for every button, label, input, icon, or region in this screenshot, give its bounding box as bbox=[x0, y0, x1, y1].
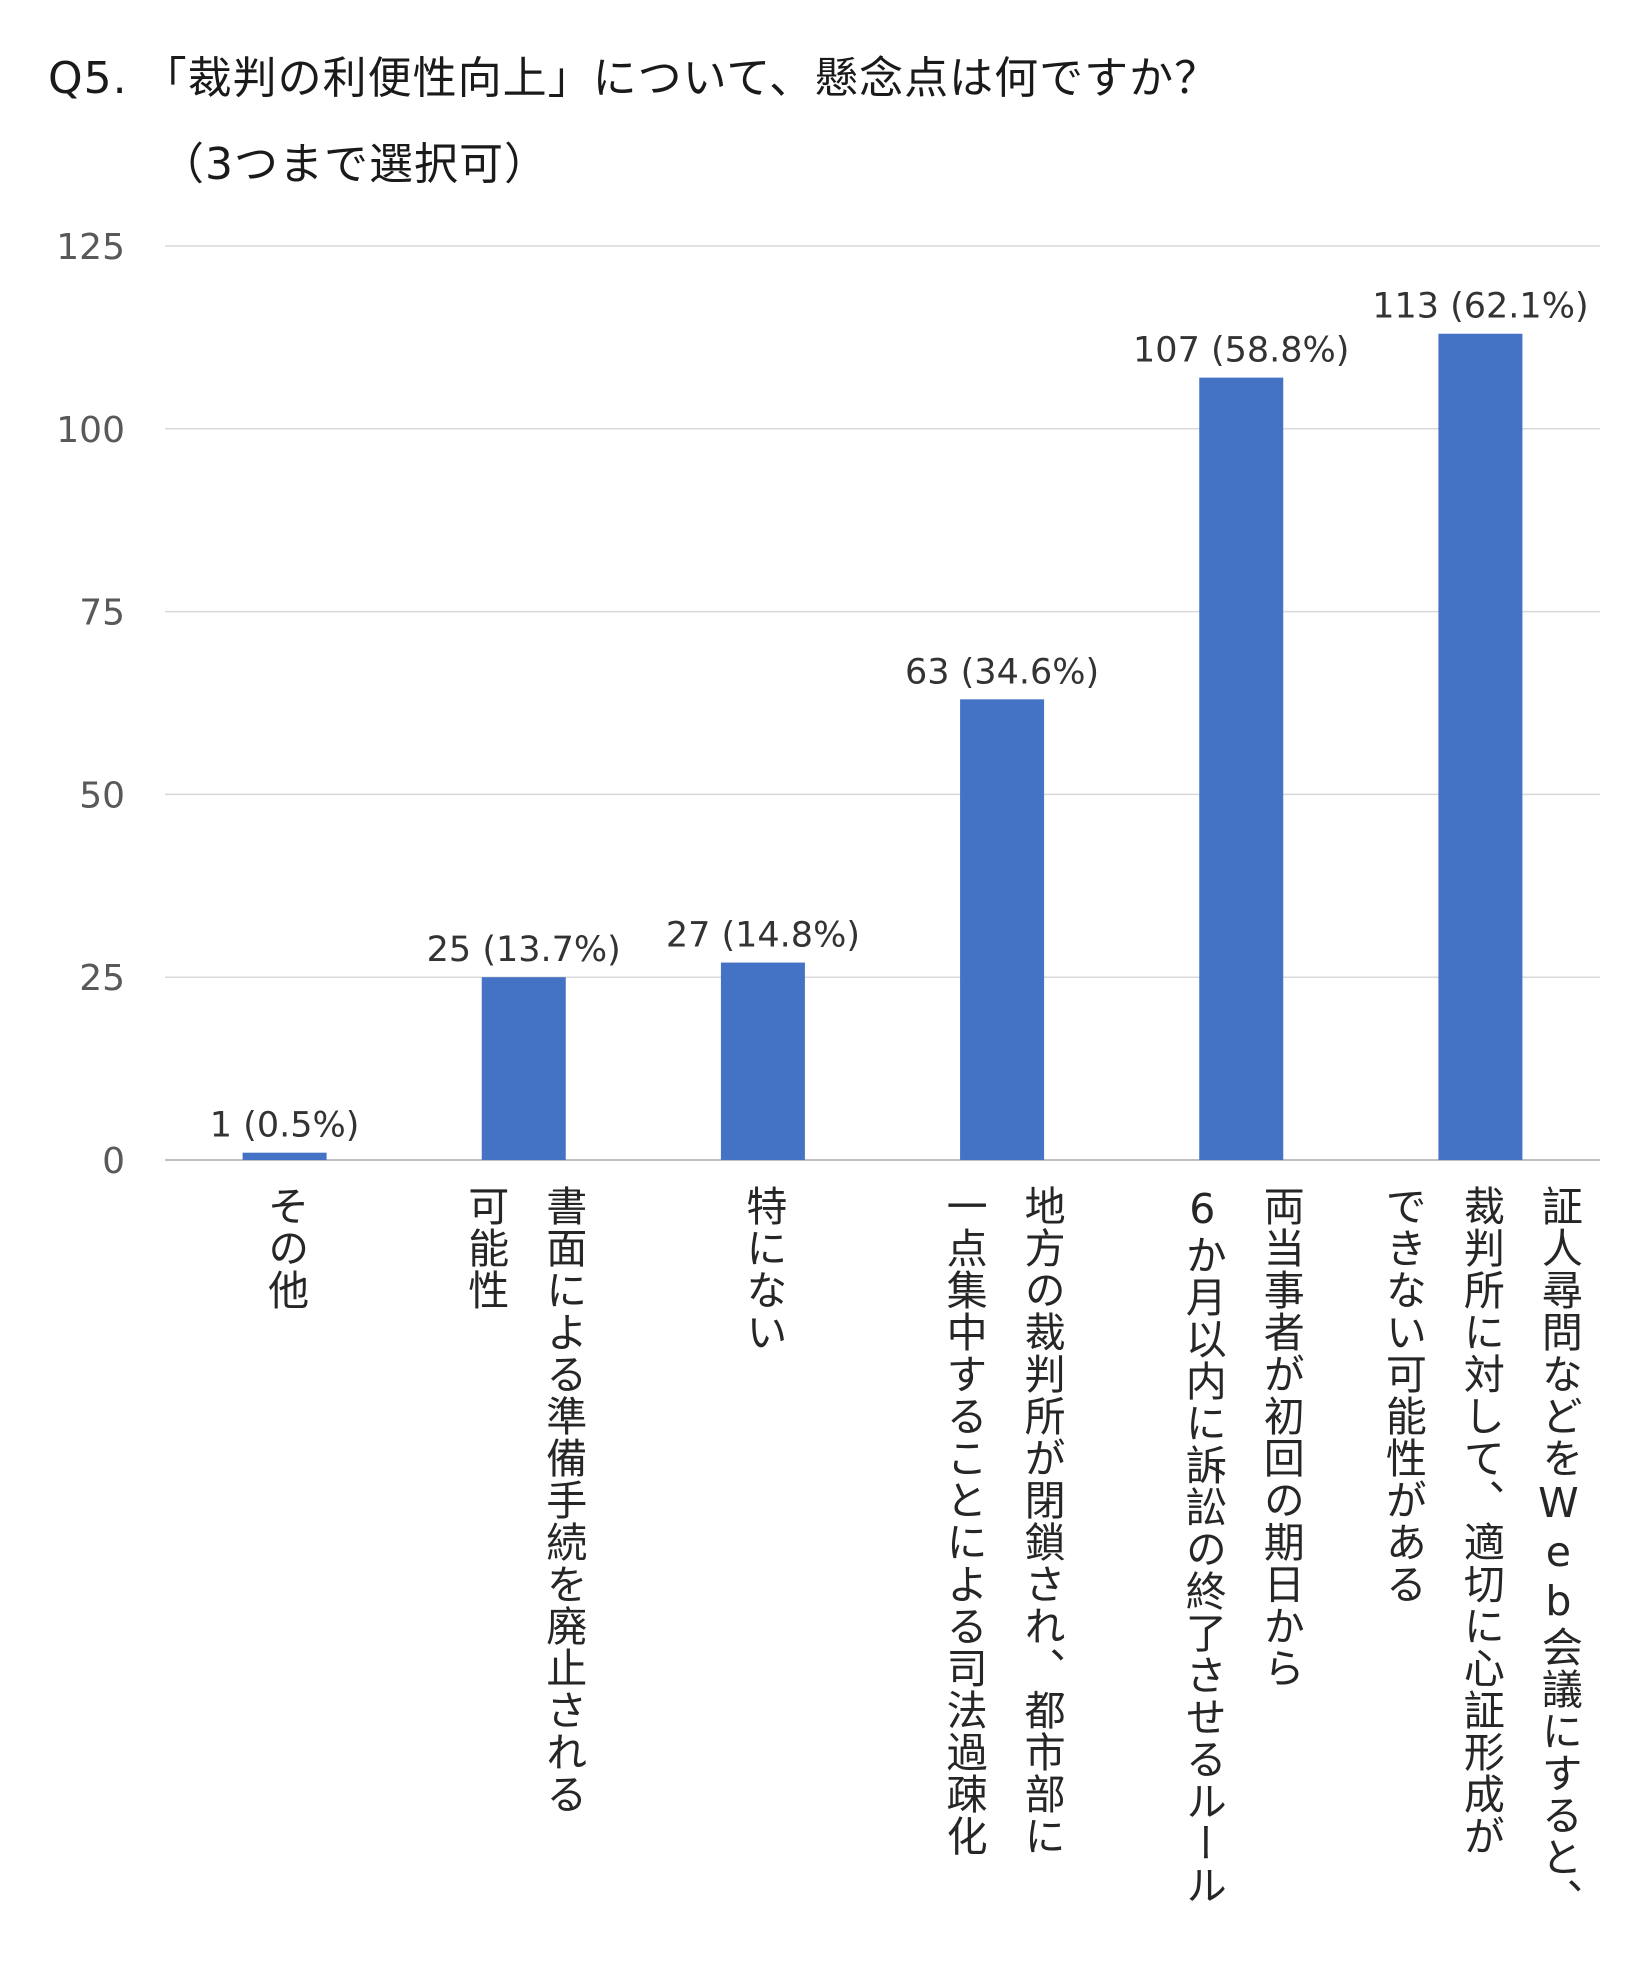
chart-title-line-2: （3つまで選択可） bbox=[160, 139, 549, 190]
data-label: 27 (14.8%) bbox=[666, 916, 860, 956]
y-tick-label: 25 bbox=[79, 958, 125, 999]
y-tick-label: 0 bbox=[102, 1141, 125, 1182]
bar bbox=[1438, 333, 1523, 1160]
bar bbox=[960, 699, 1045, 1160]
y-tick-label: 50 bbox=[79, 775, 125, 816]
bar bbox=[720, 962, 805, 1160]
data-label: 113 (62.1%) bbox=[1372, 287, 1588, 327]
data-label: 63 (34.6%) bbox=[905, 652, 1099, 692]
y-tick-label: 100 bbox=[56, 410, 125, 451]
y-tick-label: 125 bbox=[56, 227, 125, 268]
y-tick-label: 75 bbox=[79, 593, 125, 634]
x-category-label: 地方の裁判所が閉鎖され、都市部に 一点集中することによる司法過疎化 bbox=[939, 1185, 1066, 1857]
x-category-label: 両当事者が初回の期日から 6か月以内に訴訟の終了させるルール bbox=[1178, 1185, 1305, 1906]
data-label: 107 (58.8%) bbox=[1133, 331, 1349, 371]
x-category-label: 特にない bbox=[738, 1185, 787, 1353]
x-category-label: その他 bbox=[260, 1185, 309, 1311]
data-label: 25 (13.7%) bbox=[427, 930, 621, 970]
bar bbox=[481, 977, 566, 1160]
chart-title-line-1: Q5. 「裁判の利便性向上」について、懸念点は何ですか？ bbox=[48, 53, 1220, 104]
x-category-label: 書面による準備手続を廃止される 可能性 bbox=[460, 1185, 587, 1815]
data-label: 1 (0.5%) bbox=[210, 1106, 360, 1146]
x-category-label: 証人尋問などをWeb会議にすると、 裁判所に対して、適切に心証形成が できない可… bbox=[1378, 1185, 1583, 1920]
bar bbox=[1199, 377, 1284, 1161]
bar bbox=[242, 1152, 327, 1160]
